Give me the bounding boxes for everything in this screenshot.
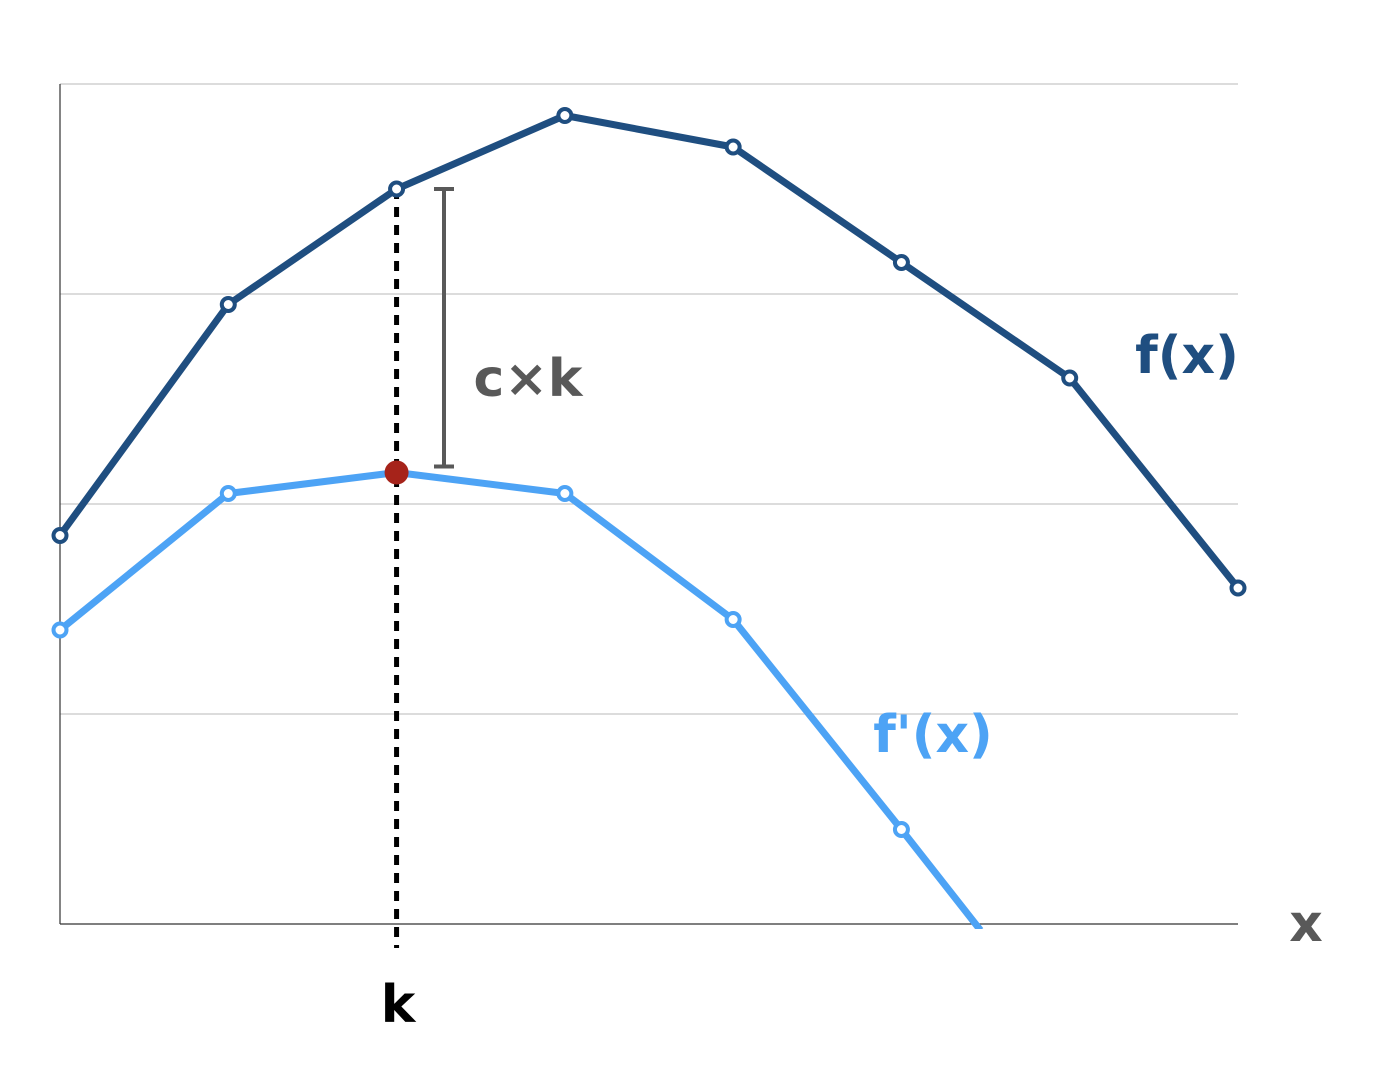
k-point-marker — [384, 460, 409, 485]
data-point-s0-6 — [1061, 369, 1079, 387]
data-point-s1-3 — [556, 485, 574, 502]
data-point-s0-1 — [219, 296, 237, 313]
data-point-s0-0 — [51, 527, 69, 544]
data-point-s0-2 — [388, 180, 406, 198]
data-point-s1-1 — [219, 485, 237, 502]
series-line-0 — [57, 112, 1241, 591]
series-layer — [51, 107, 1247, 929]
label-layer: f(x) f'(x) c×k x k — [381, 326, 1323, 1035]
k-tick-label: k — [381, 975, 417, 1035]
data-point-s0-7 — [1229, 579, 1247, 597]
axis-layer — [59, 84, 1238, 925]
ck-annotation-label: c×k — [474, 349, 584, 409]
x-axis-label: x — [1289, 894, 1323, 954]
series-line-1 — [57, 469, 984, 929]
annotation-layer — [394, 187, 454, 948]
data-point-s0-3 — [556, 107, 574, 124]
series-group-0 — [51, 107, 1247, 597]
grid-layer — [60, 83, 1238, 715]
series-label-f: f(x) — [1135, 326, 1239, 386]
data-point-s0-4 — [724, 138, 742, 156]
data-point-s1-4 — [724, 611, 742, 628]
data-point-s1-0 — [51, 621, 69, 639]
data-point-s0-5 — [892, 254, 910, 271]
series-group-1 — [51, 469, 984, 929]
series-label-fprime: f'(x) — [873, 705, 993, 765]
data-point-s1-5 — [892, 821, 910, 838]
